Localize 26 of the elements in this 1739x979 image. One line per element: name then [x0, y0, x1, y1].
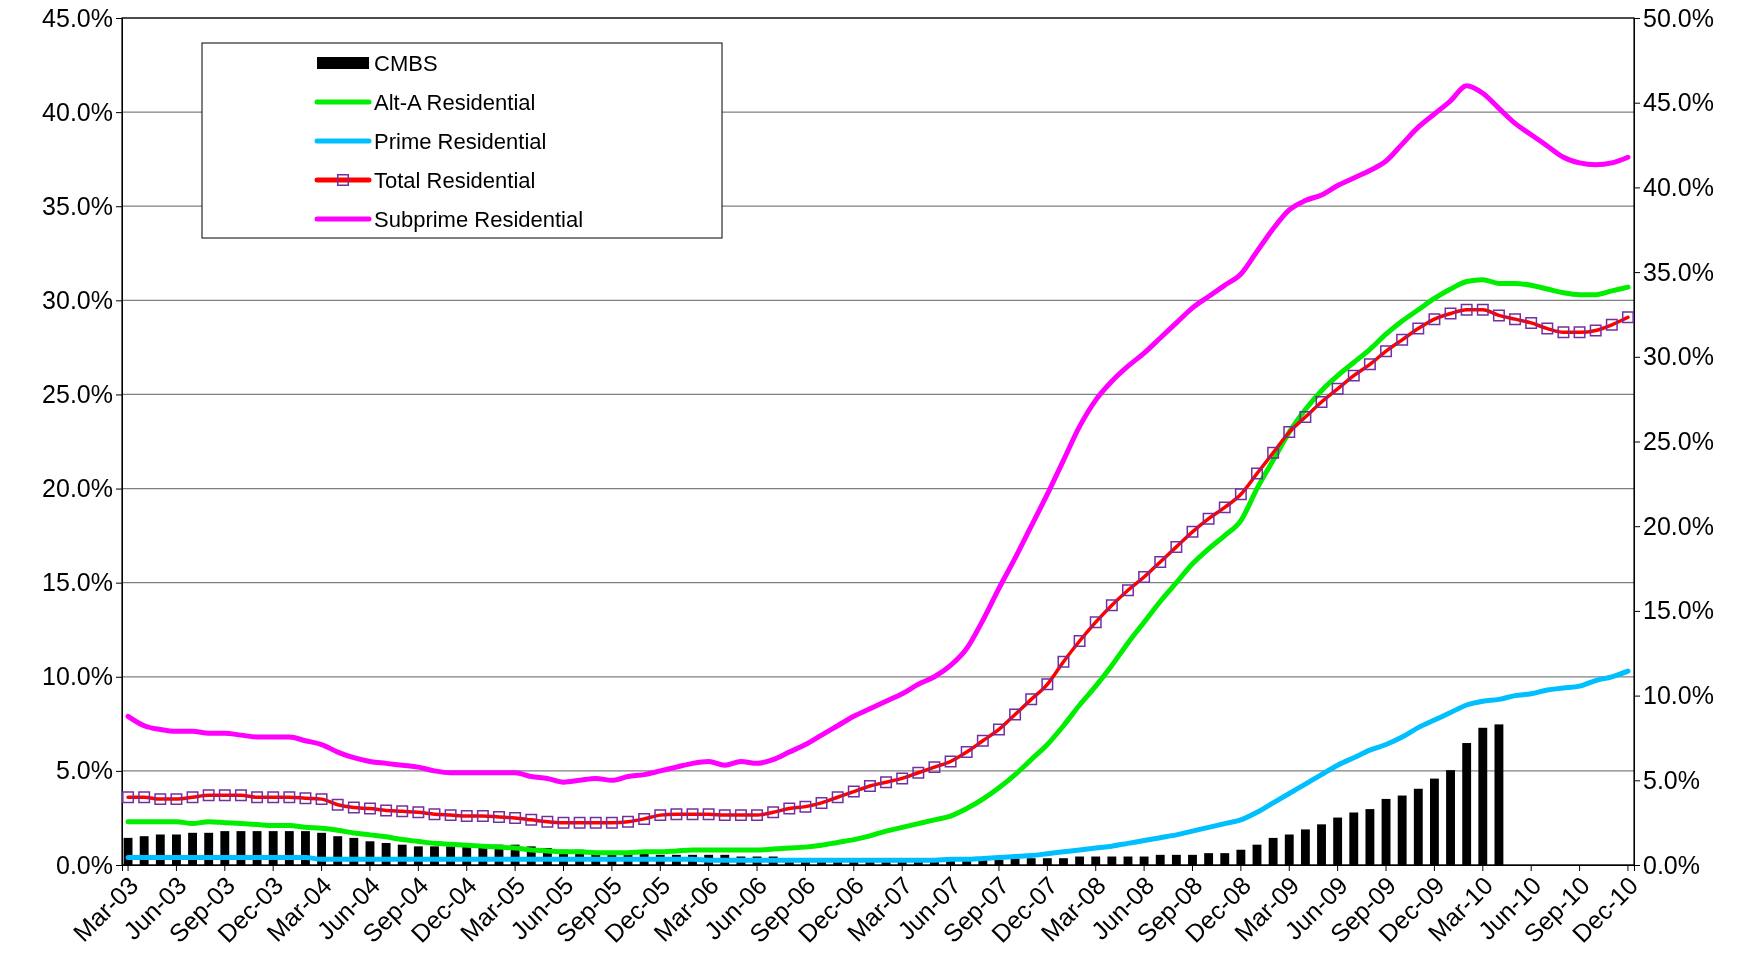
y2-tick-label: 0.0% — [1643, 850, 1700, 879]
y2-tick-label: 15.0% — [1643, 596, 1714, 625]
y2-tick-label: 10.0% — [1643, 681, 1714, 710]
y2-tick-label: 5.0% — [1643, 765, 1700, 794]
y-tick-label: 30.0% — [42, 285, 113, 314]
y2-tick-label: 40.0% — [1643, 172, 1714, 201]
legend-label: Subprime Residential — [374, 206, 584, 232]
y-tick-label: 25.0% — [42, 379, 113, 408]
y-tick-label: 10.0% — [42, 662, 113, 691]
legend-label: Alt-A Residential — [374, 89, 536, 115]
y-tick-label: 0.0% — [56, 850, 113, 879]
y-tick-label: 35.0% — [42, 191, 113, 220]
y2-tick-label: 25.0% — [1643, 427, 1714, 455]
y2-tick-label: 35.0% — [1643, 257, 1714, 286]
y-tick-label: 15.0% — [42, 568, 113, 597]
legend-label: Prime Residential — [374, 128, 547, 154]
legend-label: CMBS — [374, 50, 438, 76]
y-tick-label: 5.0% — [56, 756, 113, 785]
y-tick-label: 40.0% — [42, 97, 113, 126]
y2-tick-label: 50.0% — [1643, 3, 1714, 32]
y-tick-label: 45.0% — [42, 3, 113, 32]
y2-tick-label: 20.0% — [1643, 511, 1714, 540]
y2-tick-label: 45.0% — [1643, 88, 1714, 117]
y-tick-label: 20.0% — [42, 474, 113, 503]
y2-tick-label: 30.0% — [1643, 342, 1714, 371]
legend-label: Total Residential — [374, 167, 536, 193]
